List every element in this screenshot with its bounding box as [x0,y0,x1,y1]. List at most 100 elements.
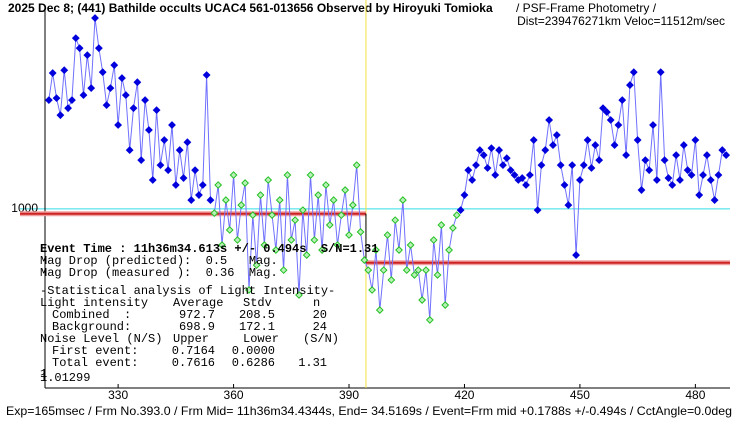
data-point [106,84,115,93]
data-point [221,196,230,204]
data-point [387,276,396,284]
data-point [306,171,315,179]
noise-header: Lower [243,332,279,346]
data-point [118,74,126,82]
data-point [664,174,673,182]
data-point [183,138,192,147]
stats-cell: 24 [313,320,327,334]
data-point [656,68,665,77]
data-point [525,171,534,179]
data-point [114,121,123,129]
x-tick-label: 390 [339,388,359,402]
data-point [202,71,211,79]
annotations: Event Time : 11h36m34.613s +/- 0.494s S/… [40,242,378,385]
data-point [52,94,61,103]
data-point [518,174,527,182]
data-point [645,166,654,175]
data-point [372,246,380,254]
data-point [214,181,223,189]
data-point [660,156,669,165]
footer: Exp=165msec / Frm No.393.0 / Frm Mid= 11… [6,404,732,418]
noise-cell: 0.6286 [232,356,275,370]
data-point [275,196,284,204]
data-point [475,146,484,155]
data-point [406,241,415,249]
data-point [48,69,57,77]
data-point [325,221,334,229]
data-point [706,176,715,184]
stats-title: -Statistical analysis of Light Intensity… [40,284,335,298]
data-point [564,201,573,209]
data-point [298,206,307,215]
data-point [318,246,326,254]
data-point [75,44,84,53]
data-point [160,136,169,144]
data-point [395,246,403,254]
x-tick-label: 330 [108,388,128,402]
series-line [48,18,727,256]
data-point [171,181,180,189]
data-point [703,151,711,160]
stats-cell: 208.5 [239,308,275,322]
data-point [599,104,607,113]
data-point [302,251,311,259]
data-point [445,246,453,254]
data-point [348,201,357,209]
data-point [606,116,615,124]
data-point [622,151,631,160]
data-point [248,211,257,220]
data-point [79,91,88,100]
stats-header: Stdv [243,296,272,310]
data-point [333,241,342,249]
data-point [595,156,604,165]
x-tick-label: 450 [570,388,590,402]
stats-cell: Combined : [52,308,131,322]
data-point [252,261,261,270]
noise-cell: 0.7616 [172,356,215,370]
series-line [213,165,458,320]
method-label: / PSF-Frame Photometry / [516,1,657,15]
data-point [464,166,473,175]
stats-header: Average [173,296,223,310]
data-point [422,266,430,275]
data-point [418,296,427,304]
data-point [468,176,477,184]
x-tick-label: 360 [224,388,244,402]
data-point [529,136,538,144]
mag-drop: Mag Drop (predicted): 0.5 Mag. [40,254,278,268]
data-point [187,196,196,204]
data-point [268,211,276,220]
data-point [398,196,407,204]
data-point [668,181,677,189]
data-point [456,206,465,215]
data-point [672,151,681,160]
stats-cell: Background: [52,320,131,334]
data-point [626,81,634,89]
data-point [425,316,434,324]
data-point [676,176,684,184]
data-point [652,176,661,184]
data-point [714,171,723,179]
data-point [237,201,246,209]
data-point [210,209,219,218]
data-point [472,161,480,170]
data-point [479,151,488,160]
data-point [699,171,707,179]
data-point [487,144,496,153]
data-point [68,96,76,105]
data-point [429,236,438,244]
x-tick-label: 420 [454,388,474,402]
mag-drop: Mag Drop (measured ): 0.36 Mag. [40,266,278,280]
data-point [191,166,199,175]
data-point [310,236,319,244]
data-point [329,196,338,204]
chart-title: 2025 Dec 8; (441) Bathilde occults UCAC4… [8,1,493,15]
data-point [341,186,350,194]
data-point [506,166,515,175]
data-point [260,241,269,249]
data-point [179,174,188,182]
data-point [695,191,704,199]
data-point [148,176,157,184]
data-point [587,164,596,172]
data-point [452,211,461,220]
